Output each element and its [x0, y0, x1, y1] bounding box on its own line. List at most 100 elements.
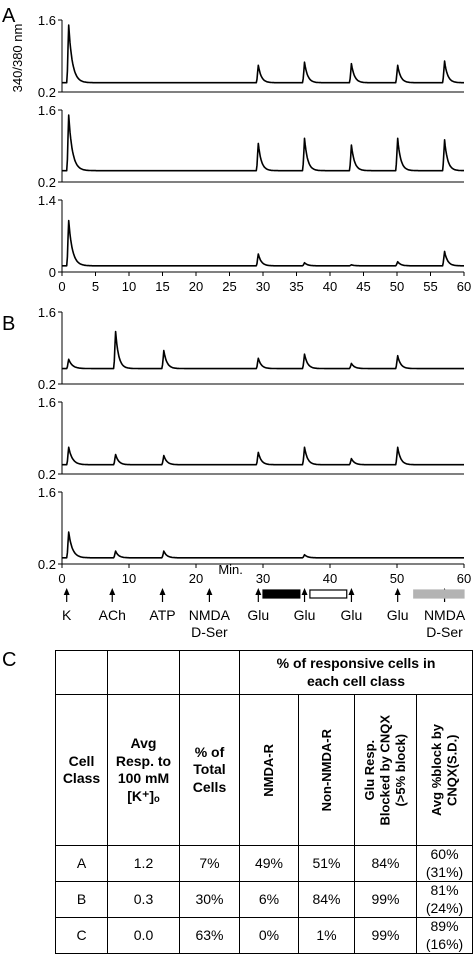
stimulus-label: Glu [341, 607, 363, 623]
x-tick-label: 40 [323, 279, 337, 294]
table-cell: 60% (31%) [415, 845, 474, 882]
drug-application-bar [413, 589, 465, 599]
y-tick-label: 1.6 [38, 305, 56, 320]
trace-panel-1: 1.6 0.2 340/380 nm [10, 13, 465, 100]
stimulus-arrow-head [206, 588, 213, 595]
stimulus-arrow-head [159, 588, 166, 595]
trace-panel-4: 1.6 0.2 [38, 305, 465, 392]
col-header-non-nmda-r: Non-NMDA-R [298, 694, 355, 846]
group-header: % of responsive cells in each cell class [238, 650, 474, 695]
y-tick-label: 0 [49, 265, 56, 280]
table-cell: 81% (24%) [415, 881, 474, 918]
stimulus-label: ACh [99, 607, 126, 623]
table-row: A 1.2 7% 49% 51% 84% 60% (31%) [55, 845, 474, 882]
response-trace [61, 446, 465, 466]
stimulus-arrow-head [109, 588, 116, 595]
table-row: B 0.3 30% 6% 84% 99% 81% (24%) [55, 881, 474, 918]
y-tick-label: 0.2 [38, 175, 56, 190]
trace-panel-3: 1.4 00 5 10 15 20 25 30 35 40 45 50 55 60 [38, 193, 471, 294]
stimulus-arrow-head [301, 588, 308, 595]
cell-class-summary-table: % of responsive cells in each cell class… [55, 650, 474, 954]
stimulus-arrow-head [255, 588, 262, 595]
x-tick-label: 5 [92, 279, 99, 294]
y-tick-label: 0.2 [38, 467, 56, 482]
response-trace [61, 114, 465, 172]
y-tick-label: 0.2 [38, 85, 56, 100]
response-trace [61, 531, 465, 559]
x-tick-label: 60 [457, 279, 471, 294]
x-tick-label: 60 [457, 571, 471, 586]
trace-panel-6: 1.6 0.20 10 20 30 40 50 60 Min. [38, 485, 471, 586]
x-tick-label: 40 [323, 571, 337, 586]
y-tick-label: 1.6 [38, 103, 56, 118]
col-header-percent-total: % of Total Cells [179, 694, 240, 846]
table-cell: 7% [179, 845, 240, 882]
x-tick-label: 0 [58, 571, 65, 586]
x-tick-label: 10 [122, 571, 136, 586]
col-header-nmda-r: NMDA-R [239, 694, 299, 846]
table-cell: 99% [354, 881, 417, 918]
drug-application-bar [309, 589, 348, 599]
stimulus-label: Glu [387, 607, 409, 623]
y-axis-label: 340/380 nm [10, 24, 25, 93]
table-cell: 51% [298, 845, 355, 882]
stimulus-label: D-Ser [426, 624, 463, 640]
table-cell: 89% (16%) [415, 917, 474, 954]
x-tick-label: 35 [289, 279, 303, 294]
x-tick-label: 50 [390, 571, 404, 586]
x-tick-label: 20 [189, 571, 203, 586]
table-cell: B [55, 881, 108, 918]
table-cell: 0.0 [107, 917, 180, 954]
stimulus-label: NMDA [424, 607, 466, 623]
panel-label-c: C [2, 649, 16, 671]
stimulus-label: Glu [294, 607, 316, 623]
y-tick-label: 1.6 [38, 13, 56, 28]
table-cell: 84% [354, 845, 417, 882]
stimulus-label: K [62, 607, 72, 623]
y-tick-label: 1.6 [38, 395, 56, 410]
vertical-header-text: NMDA-R [261, 743, 277, 797]
stimulus-arrow-head [394, 588, 401, 595]
col-header-avg-block: Avg %block by CNQX(S.D.) [415, 694, 474, 846]
stimulus-label: NMDA [189, 607, 231, 623]
table-cell: 6% [239, 881, 299, 918]
x-tick-label: 20 [189, 279, 203, 294]
table-cell: C [55, 917, 108, 954]
x-tick-label: 15 [155, 279, 169, 294]
x-tick-label: 0 [58, 279, 65, 294]
x-tick-label: 30 [256, 571, 270, 586]
x-tick-label: 45 [356, 279, 370, 294]
table-cell: 1.2 [107, 845, 180, 882]
panel-label-b: B [2, 313, 15, 335]
table-cell: A [55, 845, 108, 882]
stimulus-label: D-Ser [191, 624, 228, 640]
blank-header-cell [55, 650, 108, 695]
y-tick-label: 0.2 [38, 377, 56, 392]
x-tick-label: 10 [122, 279, 136, 294]
table-cell: 0.3 [107, 881, 180, 918]
table-cell: 99% [354, 917, 417, 954]
response-trace [61, 24, 465, 84]
panel-label-a: A [2, 5, 16, 27]
blank-header-cell [107, 650, 180, 695]
response-trace [61, 330, 465, 370]
table-cell: 49% [239, 845, 299, 882]
x-tick-label: 30 [256, 279, 270, 294]
drug-application-bar [262, 589, 301, 599]
col-header-cnqx-blocked: Glu Resp. Blocked by CNQX (>5% block) [354, 694, 417, 846]
col-header-avg-resp: Avg Resp. to 100 mM [K⁺]ₒ [107, 694, 180, 846]
table-cell: 0% [239, 917, 299, 954]
y-tick-label: 1.6 [38, 485, 56, 500]
table-cell: 63% [179, 917, 240, 954]
stimulus-arrow-head [348, 588, 355, 595]
stimulus-label: Glu [247, 607, 269, 623]
x-axis-label: Min. [218, 562, 243, 577]
x-tick-label: 25 [222, 279, 236, 294]
stimulus-arrow-head [63, 588, 70, 595]
y-tick-label: 1.4 [38, 193, 56, 208]
trace-panel-2: 1.6 0.2 [38, 103, 465, 190]
table-row: C 0.0 63% 0% 1% 99% 89% (16%) [55, 917, 474, 954]
x-tick-label: 55 [423, 279, 437, 294]
trace-panel-5: 1.6 0.2 [38, 395, 465, 482]
